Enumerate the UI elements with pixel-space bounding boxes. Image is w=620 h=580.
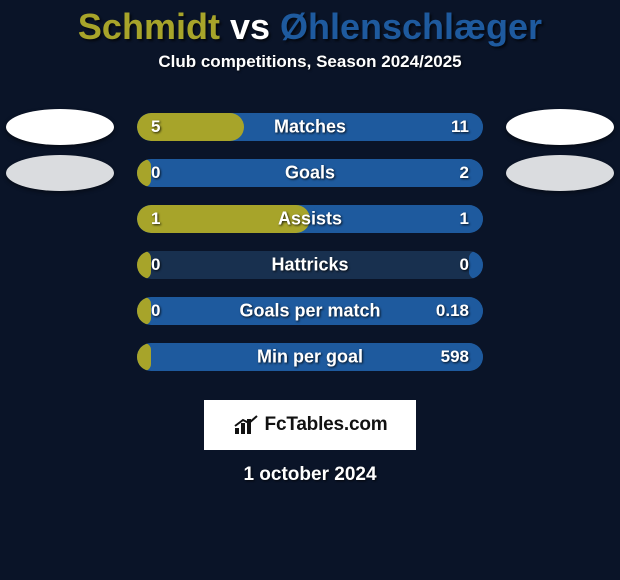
stat-row: 0 0.18 Goals per match: [0, 288, 620, 334]
player1-avatar-placeholder: [6, 155, 114, 191]
fctables-logo-icon: [233, 414, 259, 436]
right-value: 598: [441, 347, 469, 367]
stat-row: 1 1 Assists: [0, 196, 620, 242]
stat-label: Hattricks: [271, 255, 348, 276]
left-value: 0: [151, 163, 160, 183]
right-value: 0: [460, 255, 469, 275]
stat-row: 5 11 Matches: [0, 104, 620, 150]
right-value: 0.18: [436, 301, 469, 321]
player1-avatar-placeholder: [6, 109, 114, 145]
footer-date: 1 october 2024: [0, 464, 620, 486]
logo-box: FcTables.com: [204, 400, 416, 450]
stat-label: Matches: [274, 117, 346, 138]
stat-label: Min per goal: [257, 347, 363, 368]
stat-label: Goals per match: [239, 301, 380, 322]
right-value: 1: [460, 209, 469, 229]
stat-bar: 0 0.18 Goals per match: [137, 297, 483, 325]
right-value: 2: [460, 163, 469, 183]
right-fill: [469, 251, 483, 279]
left-fill: [137, 159, 151, 187]
left-value: 0: [151, 255, 160, 275]
left-value: 5: [151, 117, 160, 137]
left-fill: [137, 297, 151, 325]
right-value: 11: [451, 117, 469, 137]
left-value: 0: [151, 301, 160, 321]
page-title: Schmidt vs Øhlenschlæger: [0, 0, 620, 48]
left-fill: [137, 343, 151, 371]
stat-bar: 0 2 Goals: [137, 159, 483, 187]
stat-row: 598 Min per goal: [0, 334, 620, 380]
vs-text: vs: [220, 6, 280, 47]
stat-label: Goals: [285, 163, 335, 184]
stat-bar: 1 1 Assists: [137, 205, 483, 233]
logo-text: FcTables.com: [265, 414, 388, 436]
player1-name: Schmidt: [78, 6, 220, 47]
stat-row: 0 2 Goals: [0, 150, 620, 196]
player2-avatar-placeholder: [506, 155, 614, 191]
stat-label: Assists: [278, 209, 342, 230]
stat-bar: 598 Min per goal: [137, 343, 483, 371]
subtitle: Club competitions, Season 2024/2025: [0, 52, 620, 72]
stat-bars: 511Matches02Goals11Assists00Hattricks00.…: [0, 104, 620, 380]
left-value: 1: [151, 209, 160, 229]
left-fill: [137, 251, 151, 279]
stat-bar: 5 11 Matches: [137, 113, 483, 141]
player2-name: Øhlenschlæger: [280, 6, 542, 47]
comparison-card: Schmidt vs Øhlenschlæger Club competitio…: [0, 0, 620, 580]
stat-row: 0 0 Hattricks: [0, 242, 620, 288]
stat-bar: 0 0 Hattricks: [137, 251, 483, 279]
player2-avatar-placeholder: [506, 109, 614, 145]
